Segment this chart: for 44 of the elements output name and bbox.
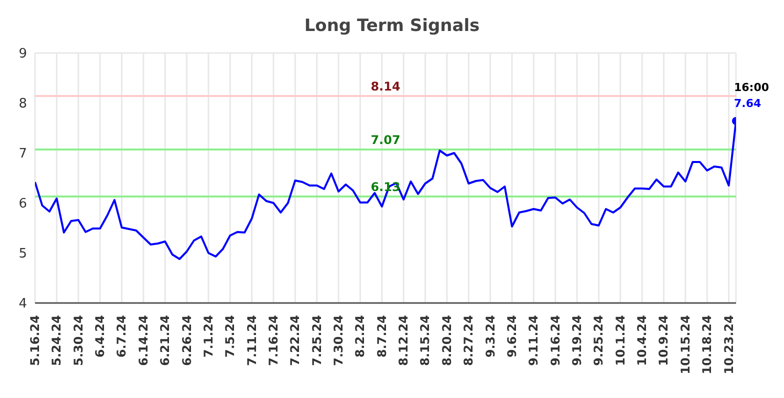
x-tick-label: 9.6.24 xyxy=(504,315,519,358)
x-tick-label: 7.11.24 xyxy=(244,315,259,366)
x-tick-label: 9.19.24 xyxy=(570,315,584,366)
x-tick-label: 6.14.24 xyxy=(136,315,150,366)
x-tick-label: 9.11.24 xyxy=(526,315,541,366)
x-tick-label: 9.16.24 xyxy=(548,315,562,366)
x-tick-label: 8.27.24 xyxy=(462,315,476,366)
x-tick-label: 10.15.24 xyxy=(678,315,692,374)
x-tick-label: 6.26.24 xyxy=(180,315,194,366)
ref-line-label: 7.07 xyxy=(370,132,400,147)
x-tick-label: 9.3.24 xyxy=(483,315,498,358)
y-tick-label: 9 xyxy=(18,46,27,62)
x-tick-label: 10.4.24 xyxy=(635,315,650,366)
x-tick-label: 8.2.24 xyxy=(353,315,368,358)
chart-title: Long Term Signals xyxy=(303,16,481,36)
y-tick-label: 6 xyxy=(18,196,27,212)
x-tick-label: 7.1.24 xyxy=(201,315,216,358)
x-tick-label: 10.18.24 xyxy=(700,315,714,374)
x-tick-label: 8.12.24 xyxy=(396,315,411,366)
x-tick-label: 5.30.24 xyxy=(71,315,86,366)
x-tick-label: 8.15.24 xyxy=(418,315,432,366)
x-tick-label: 7.5.24 xyxy=(223,315,238,358)
x-tick-label: 5.24.24 xyxy=(50,315,64,366)
annotation: 16:00 xyxy=(734,81,770,94)
x-tick-label: 6.21.24 xyxy=(158,315,172,366)
y-tick-label: 7 xyxy=(18,146,27,162)
x-tick-label: 7.16.24 xyxy=(266,315,280,366)
data-label: 7.64 xyxy=(734,97,762,110)
x-tick-label: 10.23.24 xyxy=(722,315,736,374)
x-tick-label: 6.4.24 xyxy=(93,315,108,358)
x-tick-label: 7.30.24 xyxy=(332,315,346,366)
y-tick-label: 4 xyxy=(18,296,27,312)
x-tick-label: 8.7.24 xyxy=(374,315,389,358)
x-tick-label: 9.25.24 xyxy=(592,315,606,366)
x-tick-label: 10.9.24 xyxy=(656,315,671,366)
x-tick-label: 8.20.24 xyxy=(440,315,454,366)
x-tick-label: 10.1.24 xyxy=(613,315,628,366)
x-tick-label: 5.16.24 xyxy=(28,315,42,366)
x-tick-label: 6.7.24 xyxy=(114,315,129,358)
y-tick-label: 8 xyxy=(18,96,27,112)
y-tick-label: 5 xyxy=(18,246,27,262)
ref-line-label: 8.14 xyxy=(370,79,400,94)
x-tick-label: 7.25.24 xyxy=(310,315,324,366)
x-tick-label: 7.22.24 xyxy=(288,315,302,366)
